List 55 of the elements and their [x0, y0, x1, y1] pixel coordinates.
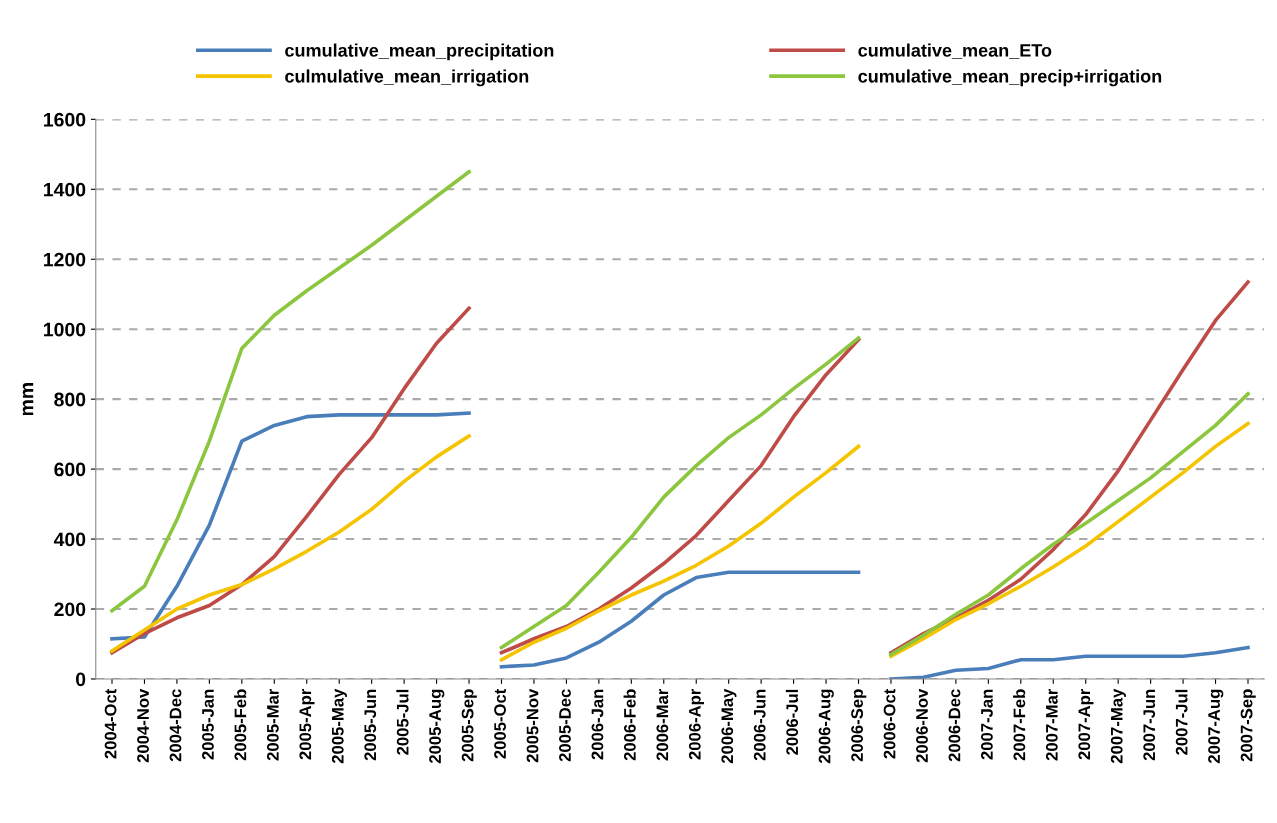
line-series — [110, 306, 471, 655]
y-tick-label: 200 — [54, 602, 86, 617]
x-tick-label: 2007-Jan — [981, 689, 993, 760]
x-tick-label: 2005-Aug — [429, 689, 445, 764]
legend-label: cumulative_mean_precip+irrigation — [858, 69, 1162, 87]
line-series — [889, 645, 1250, 679]
x-tick-label: 2006-Aug — [818, 689, 834, 764]
x-tick-label: 2005-Jun — [364, 689, 377, 761]
x-tick-label: 2006-Apr — [688, 688, 704, 760]
x-tick-label: 2006-Feb — [623, 689, 636, 761]
y-tick-label: 0 — [76, 672, 86, 687]
line-series — [499, 570, 861, 669]
x-tick-label: 2005-Sep — [461, 689, 477, 762]
x-tick-label: 2007-Sep — [1240, 689, 1256, 762]
x-tick-label: 2005-Nov — [526, 688, 539, 763]
y-tick-label: 1000 — [44, 322, 86, 337]
legend-label: cumulative_mean_precipitation — [285, 43, 554, 61]
x-tick-label: 2004-Dec — [169, 689, 182, 762]
x-tick-label: 2007-Jun — [1143, 689, 1156, 761]
legend-label: culmulative_mean_irrigation — [285, 69, 529, 87]
x-tick-label: 2006-Oct — [883, 688, 896, 759]
x-tick-label: 2005-Feb — [234, 689, 247, 761]
x-tick-label: 2004-Oct — [104, 688, 117, 759]
x-tick-label: 2005-Mar — [266, 688, 279, 761]
x-tick-label: 2007-Jul — [1175, 689, 1188, 755]
x-tick-label: 2006-Jun — [753, 689, 766, 761]
x-tick-label: 2005-May — [331, 688, 347, 764]
x-tick-label: 2005-Apr — [299, 688, 315, 760]
x-tick-label: 2006-Mar — [656, 688, 669, 761]
x-tick-label: 2007-Feb — [1013, 689, 1026, 761]
x-tick-label: 2006-Dec — [948, 689, 961, 762]
y-tick-label: 400 — [53, 532, 86, 547]
x-tick-label: 2006-Jul — [785, 689, 799, 755]
y-axis-title: mm — [22, 383, 34, 416]
x-tick-label: 2005-Jan — [202, 689, 214, 760]
x-tick-label: 2006-Nov — [916, 688, 928, 763]
x-tick-label: 2006-May — [721, 688, 737, 764]
y-tick-label: 1400 — [44, 182, 86, 197]
x-tick-label: 2006-Sep — [851, 689, 867, 762]
y-tick-label: 800 — [54, 392, 86, 407]
x-tick-label: 2005-Dec — [559, 689, 571, 762]
x-tick-label: 2007-Apr — [1078, 688, 1094, 760]
y-tick-label: 600 — [54, 462, 86, 477]
y-tick-label: 1200 — [44, 252, 86, 267]
x-tick-label: 2007-May — [1110, 688, 1126, 764]
x-tick-label: 2005-Oct — [494, 688, 506, 759]
x-tick-label: 2007-Mar — [1045, 688, 1058, 761]
x-tick-label: 2007-Aug — [1208, 689, 1224, 764]
line-series — [499, 444, 861, 662]
x-tick-label: 2004-Nov — [137, 688, 149, 763]
line-series — [110, 169, 471, 613]
y-tick-label: 1600 — [44, 112, 86, 127]
x-tick-label: 2005-Jul — [396, 689, 409, 755]
x-tick-label: 2006-Jan — [591, 689, 604, 760]
legend-label: cumulative_mean_ETo — [858, 43, 1052, 59]
